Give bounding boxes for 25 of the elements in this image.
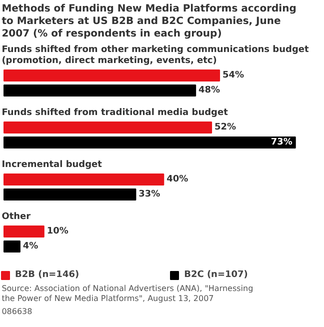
source-note: Source: Association of National Advertisers (ANA), "Harnessing the Power of New Media Platforms", August 13, 2007: [2, 284, 254, 303]
text: 086638: [2, 307, 32, 316]
bar: [3, 188, 136, 200]
legend-label: B2C (n=107): [184, 270, 248, 280]
data-label: 54%: [222, 70, 244, 80]
chart-title: Methods of Funding New Media Platforms according to Marketers at US B2B and B2C Companies, June 2007 (% of respondents in each group): [2, 4, 296, 40]
data-label: 4%: [22, 242, 38, 252]
bar: [3, 240, 20, 252]
y-tick-label: Other: [2, 212, 32, 222]
data-label: 10%: [46, 226, 68, 236]
bar: [3, 136, 296, 148]
bar: [3, 70, 220, 82]
data-label: 48%: [198, 86, 220, 96]
y-tick-label: Incremental budget: [2, 160, 103, 170]
data-label: 73%: [270, 138, 292, 148]
data-label: 40%: [166, 174, 188, 184]
y-tick-label: Funds shifted from other marketing communications budget (promotion, direct marketing, events, etc): [2, 45, 310, 66]
y-tick-label: Funds shifted from traditional media budget: [2, 108, 229, 118]
bar: [3, 226, 44, 238]
bar: [3, 122, 212, 134]
bar: [3, 84, 196, 96]
data-label: 33%: [138, 190, 160, 200]
legend-label: B2B (n=146): [15, 270, 80, 280]
bar: [3, 174, 164, 186]
data-label: 52%: [214, 122, 236, 132]
